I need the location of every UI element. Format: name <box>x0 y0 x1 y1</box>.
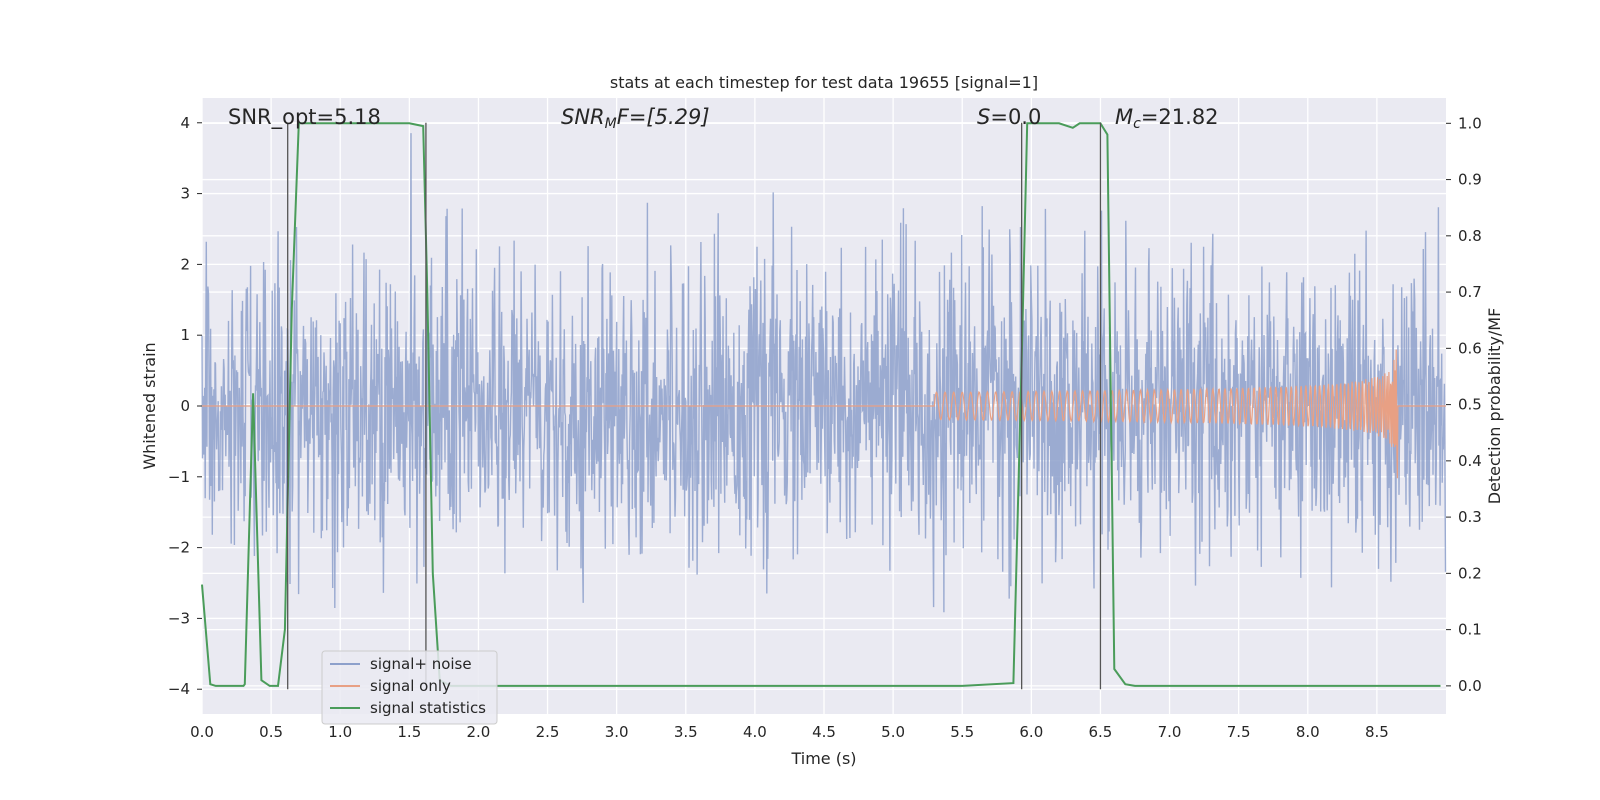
x-tick-label-13: 6.5 <box>1089 723 1113 741</box>
y2-axis-label: Detection probability/MF <box>1485 308 1504 505</box>
vertical-markers <box>287 122 1102 690</box>
signal-noise-line <box>201 133 1447 613</box>
annotation-snr-mf-rest: F=[5.29] <box>617 105 710 129</box>
y-tick-label-4: 0 <box>180 397 190 415</box>
legend: signal+ noise signal only signal statist… <box>321 650 498 725</box>
x-tick-label-3: 1.5 <box>397 723 421 741</box>
y-tick-label-8: 4 <box>180 114 190 132</box>
x-tick-label-5: 2.5 <box>536 723 560 741</box>
y-tick-label-6: 2 <box>180 255 190 273</box>
y2-tick-label-2: 0.2 <box>1458 564 1482 582</box>
x-tick-label-2: 1.0 <box>328 723 352 741</box>
y-tick-label-1: −3 <box>168 609 190 627</box>
x-tick-label-6: 3.0 <box>605 723 629 741</box>
x-tick-label-16: 8.0 <box>1296 723 1320 741</box>
y2-tick-label-8: 0.8 <box>1458 227 1482 245</box>
y2-tick-label-6: 0.6 <box>1458 339 1482 357</box>
x-axis-label: Time (s) <box>790 749 856 768</box>
x-tick-label-8: 4.0 <box>743 723 767 741</box>
annotation-s-rest: =0.0 <box>990 105 1041 129</box>
y2-tick-label-3: 0.3 <box>1458 508 1482 526</box>
chart-title: stats at each timestep for test data 196… <box>610 73 1038 92</box>
x-tick-label-10: 5.0 <box>881 723 905 741</box>
x-tick-label-12: 6.0 <box>1019 723 1043 741</box>
legend-box <box>321 650 498 725</box>
y-ticks-left: −4 −3 −2 −1 0 1 2 3 4 <box>168 114 202 698</box>
noise-series <box>201 133 1447 613</box>
annotation-s-italic: S <box>977 105 990 129</box>
legend-label-signal-noise: signal+ noise <box>370 655 472 673</box>
y-tick-label-5: 1 <box>180 326 190 344</box>
y-axis-label: Whitened strain <box>140 342 159 469</box>
signal-only-series <box>202 349 1446 479</box>
x-tick-label-4: 2.0 <box>467 723 491 741</box>
annotation-snr-mf: SNRMF=[5.29] <box>561 105 710 132</box>
y2-tick-label-5: 0.5 <box>1458 396 1482 414</box>
x-tick-label-0: 0.0 <box>190 723 214 741</box>
y2-tick-label-1: 0.1 <box>1458 621 1482 639</box>
x-tick-label-14: 7.0 <box>1158 723 1182 741</box>
x-tick-label-17: 8.5 <box>1365 723 1389 741</box>
annotation-snr-mf-italic: SNR <box>561 105 605 129</box>
x-tick-label-11: 5.5 <box>950 723 974 741</box>
annotation-snr-opt: SNR_opt=5.18 <box>228 105 381 130</box>
annotation-mc: Mc=21.82 <box>1115 105 1219 132</box>
y2-tick-label-4: 0.4 <box>1458 452 1482 470</box>
y-tick-label-3: −1 <box>168 468 190 486</box>
y2-tick-label-7: 0.7 <box>1458 283 1482 301</box>
x-tick-label-15: 7.5 <box>1227 723 1251 741</box>
y-ticks-right: 0.0 0.1 0.2 0.3 0.4 0.5 0.6 0.7 0.8 0.9 1.0 <box>1446 114 1482 695</box>
y-tick-label-7: 3 <box>180 185 190 203</box>
y-tick-label-2: −2 <box>168 539 190 557</box>
annotation-mc-italic: M <box>1115 105 1133 129</box>
annotation-snr-mf-sub: M <box>605 116 617 132</box>
y2-tick-label-9: 0.9 <box>1458 171 1482 189</box>
y2-tick-label-10: 1.0 <box>1458 114 1482 132</box>
legend-label-signal-only: signal only <box>370 677 451 695</box>
legend-label-signal-statistics: signal statistics <box>370 699 486 717</box>
annotation-s: S=0.0 <box>977 105 1041 129</box>
y-tick-label-0: −4 <box>168 680 190 698</box>
y2-tick-label-0: 0.0 <box>1458 677 1482 695</box>
x-tick-label-1: 0.5 <box>259 723 283 741</box>
signal-only-line <box>202 349 1446 479</box>
x-tick-label-9: 4.5 <box>812 723 836 741</box>
x-ticks: 0.0 0.5 1.0 1.5 2.0 2.5 3.0 3.5 4.0 4.5 5.0 5.5 6.0 6… <box>190 723 1389 741</box>
annotation-mc-sub: c <box>1133 116 1141 132</box>
x-tick-label-7: 3.5 <box>674 723 698 741</box>
annotation-mc-rest: =21.82 <box>1141 105 1219 129</box>
